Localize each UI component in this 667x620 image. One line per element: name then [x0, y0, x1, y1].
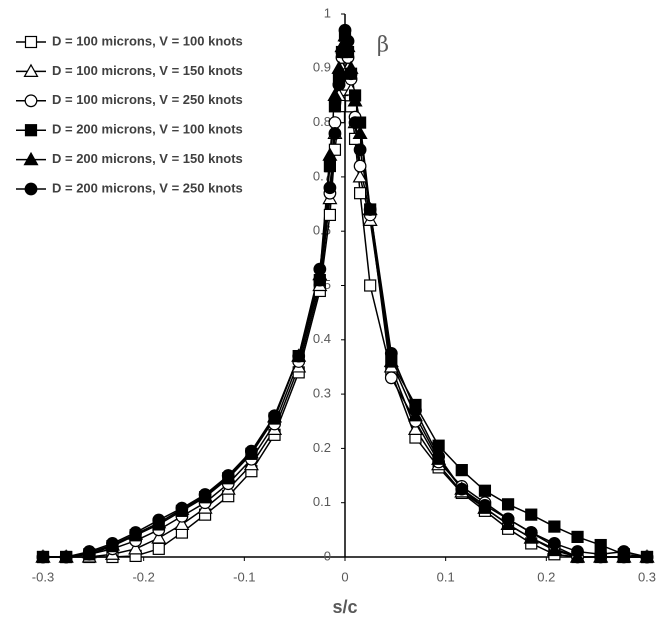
- legend-marker: [24, 94, 38, 108]
- data-point: [548, 520, 561, 533]
- data-point: [384, 346, 398, 360]
- data-point: [432, 450, 446, 463]
- data-point: [268, 409, 281, 423]
- legend-label: D = 100 microns, V = 150 knots: [52, 63, 243, 78]
- y-tick-label: 0.1: [313, 494, 331, 509]
- y-tick-label: 0: [324, 548, 331, 563]
- data-point: [571, 545, 584, 558]
- data-point: [338, 23, 352, 37]
- data-point: [353, 143, 367, 157]
- data-point: [353, 159, 367, 173]
- data-point: [383, 353, 399, 368]
- data-point: [617, 545, 631, 558]
- y-axis-label: β: [377, 33, 389, 57]
- data-point: [352, 169, 368, 183]
- data-point: [292, 349, 306, 363]
- legend-marker: [24, 182, 38, 196]
- data-point: [328, 127, 342, 140]
- legend-label: D = 200 microns, V = 150 knots: [52, 151, 243, 166]
- data-point: [128, 541, 144, 555]
- data-point: [455, 464, 468, 477]
- x-axis-label: s/c: [332, 597, 357, 617]
- data-point: [341, 34, 355, 48]
- legend-marker: [23, 63, 39, 78]
- data-point: [152, 542, 165, 555]
- data-point: [59, 550, 73, 564]
- x-tick-label: 0.2: [537, 569, 555, 584]
- data-point: [501, 512, 515, 526]
- data-point: [313, 262, 327, 276]
- data-point: [478, 484, 492, 497]
- data-point: [151, 530, 167, 544]
- data-point: [594, 547, 608, 561]
- data-point: [323, 208, 336, 222]
- data-point: [36, 550, 50, 564]
- data-point: [407, 421, 423, 435]
- data-point: [221, 469, 235, 482]
- y-tick-label: 0.9: [313, 60, 331, 75]
- legend-label: D = 100 microns, V = 100 knots: [52, 33, 243, 48]
- data-point: [455, 482, 469, 496]
- y-tick-label: 0.3: [313, 386, 331, 401]
- data-point: [335, 45, 349, 59]
- data-point: [82, 545, 96, 558]
- y-tick-label: 0.2: [313, 440, 331, 455]
- data-point: [432, 439, 445, 452]
- x-tick-label: 0: [341, 569, 348, 584]
- data-point: [478, 499, 492, 512]
- x-tick-label: -0.2: [132, 569, 154, 584]
- data-point: [198, 488, 212, 501]
- data-point: [384, 371, 398, 385]
- data-point: [571, 530, 584, 544]
- y-tick-label: 0.4: [313, 331, 331, 346]
- legend-label: D = 200 microns, V = 100 knots: [52, 122, 243, 137]
- legend-label: D = 200 microns, V = 250 knots: [52, 180, 243, 195]
- data-point: [364, 279, 377, 292]
- data-point: [525, 508, 538, 521]
- data-point: [348, 116, 362, 129]
- data-point: [106, 537, 119, 550]
- data-point: [323, 181, 337, 195]
- data-point: [344, 67, 358, 81]
- data-point: [129, 526, 143, 539]
- data-point: [331, 60, 347, 74]
- data-point: [354, 187, 367, 200]
- x-tick-label: 0.1: [437, 569, 455, 584]
- data-point: [409, 403, 422, 417]
- data-point: [547, 537, 561, 550]
- legend-marker: [24, 35, 38, 49]
- data-point: [175, 501, 189, 515]
- data-point: [174, 516, 190, 531]
- data-point: [328, 116, 342, 129]
- data-point: [524, 526, 538, 539]
- legend-marker: [24, 124, 38, 137]
- y-tick-label: 1: [324, 5, 331, 20]
- data-point: [501, 498, 515, 511]
- data-point: [363, 203, 377, 216]
- data-point: [640, 550, 654, 564]
- x-tick-label: -0.3: [32, 569, 54, 584]
- data-point: [347, 93, 363, 107]
- data-point: [323, 159, 336, 173]
- data-point: [327, 87, 343, 102]
- legend-marker: [23, 151, 39, 166]
- data-point: [328, 100, 342, 113]
- x-tick-label: -0.1: [233, 569, 255, 584]
- data-point: [152, 513, 166, 527]
- legend-label: D = 100 microns, V = 250 knots: [52, 92, 243, 107]
- y-tick-label: 0.8: [313, 114, 331, 129]
- x-tick-label: 0.3: [638, 569, 656, 584]
- data-point: [352, 125, 368, 140]
- data-point: [332, 78, 346, 91]
- data-point: [244, 444, 258, 458]
- data-point: [322, 147, 338, 161]
